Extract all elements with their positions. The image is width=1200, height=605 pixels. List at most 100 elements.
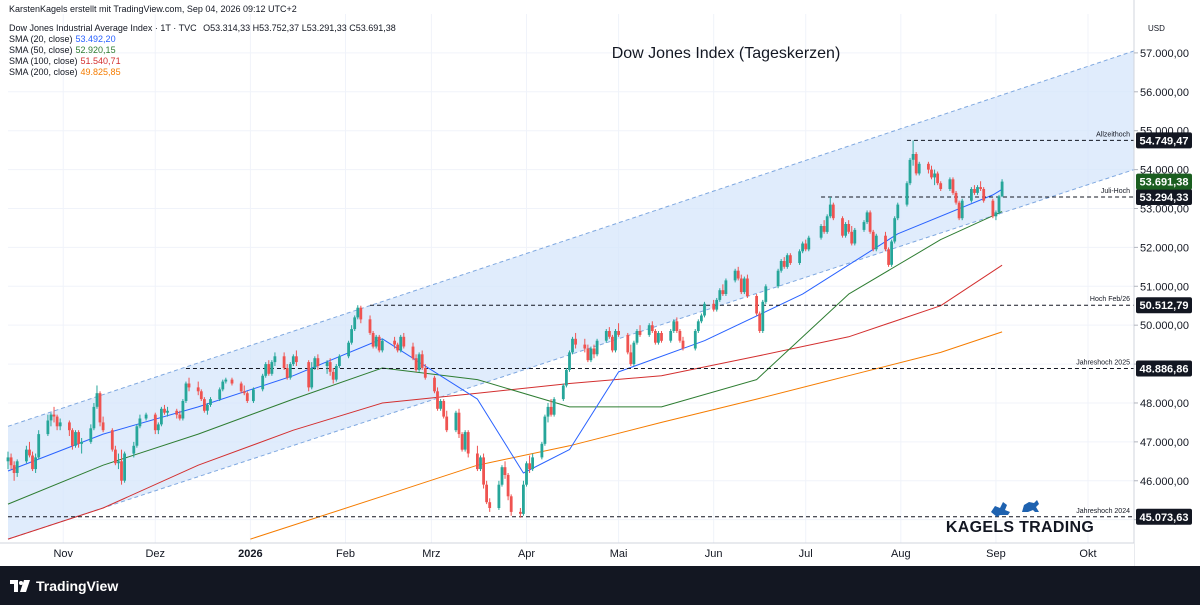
candle-body [973, 189, 976, 193]
candle-body [350, 329, 353, 343]
candle-body [6, 457, 10, 462]
channel-lower-line [7, 169, 1135, 540]
candle-body [199, 391, 203, 400]
sma50-value: 52.920,15 [75, 45, 116, 55]
candle-body [55, 416, 59, 427]
candle-body [230, 379, 234, 384]
candle-body [454, 412, 458, 431]
price-tick-label: 48.000,00 [1140, 398, 1189, 410]
candle-body [565, 369, 568, 386]
candle-body [74, 432, 77, 446]
candle-body [68, 422, 71, 431]
candle-body [884, 235, 887, 250]
candle-body [531, 457, 534, 470]
candle-body [488, 502, 492, 508]
bull-icon [991, 502, 1010, 517]
candle-body [611, 336, 614, 351]
candle-body [574, 338, 577, 345]
candle-body [221, 381, 225, 390]
sma200-value: 49.825,85 [80, 67, 121, 77]
candle-body [905, 183, 909, 205]
price-tick-label: 47.000,00 [1140, 437, 1189, 449]
candle-body [819, 226, 823, 238]
candle-body [267, 364, 271, 374]
candle-body [957, 202, 961, 219]
candle-body [479, 457, 482, 470]
tradingview-logo[interactable]: TradingView [10, 578, 118, 594]
level-price-label: 45.073,63 [1140, 512, 1189, 524]
sma100-legend[interactable]: SMA (100, close) 51.540,71 [9, 56, 121, 67]
candle-body [291, 356, 295, 365]
candle-body [196, 387, 200, 392]
candle-body [948, 179, 952, 189]
chart-canvas[interactable]: Allzeithoch Juli-Hoch Hoch Feb/26 Jahreshoc… [0, 0, 1200, 566]
candle-body [25, 449, 28, 462]
candle-body [675, 321, 679, 331]
level-price-label: 54.749,47 [1140, 135, 1189, 147]
candle-body [503, 467, 507, 475]
candle-body [979, 187, 982, 189]
candle-body [561, 385, 565, 400]
time-axis[interactable]: Nov Dez 2026 Feb Mrz Apr Mai Jun Jul Aug Sep Okt [0, 542, 1134, 566]
candle-body [908, 159, 912, 184]
price-axis[interactable]: USD57.000,0056.000,0055.000,0054.000,005… [1133, 0, 1200, 566]
level-price-tag [1136, 297, 1192, 314]
sma50-legend[interactable]: SMA (50, close) 52.920,15 [9, 45, 116, 56]
level-price-tag [1136, 360, 1192, 377]
time-tick-label: Mai [610, 548, 628, 560]
chart-title: Dow Jones Index (Tageskerzen) [612, 45, 841, 62]
candle-body [954, 192, 958, 203]
candle-body [132, 445, 136, 454]
price-tick-label: 46.000,00 [1140, 476, 1189, 488]
candle-body [71, 430, 74, 446]
candle-body [589, 348, 593, 361]
brand-name: KAGELS TRADING [946, 519, 1094, 536]
candle-body [310, 368, 314, 388]
candle-body [359, 307, 363, 320]
candlesticks [6, 140, 1004, 518]
candle-body [831, 204, 835, 219]
bear-icon [1022, 500, 1039, 512]
candle-body [657, 333, 660, 343]
candle-body [936, 173, 939, 184]
level-name: Hoch Feb/26 [1090, 296, 1130, 303]
candle-body [49, 414, 53, 421]
time-tick-label: Apr [518, 548, 535, 560]
candle-body [604, 331, 608, 341]
candle-body [789, 255, 792, 263]
sma100-line [7, 264, 1003, 540]
sma20-label: SMA (20, close) [9, 34, 73, 44]
candle-body [991, 200, 995, 217]
candle-body [307, 362, 311, 388]
level-price-tag [1136, 189, 1192, 206]
level-price-label: 53.294,33 [1140, 192, 1189, 204]
chart-credit: KarstenKagels erstellt mit TradingView.c… [9, 4, 297, 14]
candle-body [313, 358, 317, 368]
candle-body [423, 368, 427, 378]
candle-body [626, 334, 630, 353]
candle-body [746, 278, 749, 296]
candle-body [420, 354, 424, 368]
candle-body [156, 424, 160, 431]
candle-body [187, 383, 191, 388]
sma50-label: SMA (50, close) [9, 45, 73, 55]
candle-body [853, 229, 857, 244]
level-price-label: 50.512,79 [1140, 300, 1189, 312]
sma20-line [7, 188, 1003, 474]
sma200-legend[interactable]: SMA (200, close) 49.825,85 [9, 67, 121, 78]
candle-body [288, 364, 292, 378]
candle-body [782, 261, 786, 267]
tradingview-logo-text: TradingView [36, 578, 119, 594]
candle-body [414, 358, 418, 370]
candle-body [718, 290, 722, 300]
candle-body [338, 356, 341, 366]
candle-body [635, 331, 639, 343]
candle-body [911, 154, 915, 160]
sma20-legend[interactable]: SMA (20, close) 53.492,20 [9, 34, 116, 45]
candle-body [417, 354, 421, 370]
candle-body [776, 270, 780, 287]
candle-body [445, 416, 449, 431]
candle-body [1000, 181, 1004, 197]
candle-body [703, 303, 706, 316]
symbol-legend[interactable]: Dow Jones Industrial Average Index · 1T … [9, 23, 396, 34]
